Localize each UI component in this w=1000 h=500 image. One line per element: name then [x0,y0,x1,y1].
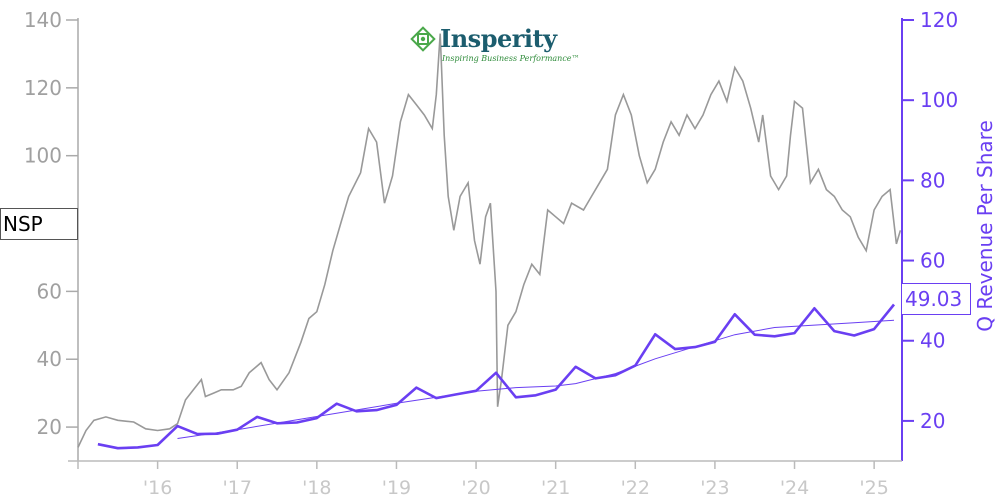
insperity-logo-mark-icon [410,26,436,52]
right-axis-title: Q Revenue Per Share [973,120,997,332]
x-tick-label: '20 [461,477,490,499]
last-revenue-label: 49.03 [901,283,971,315]
left-tick-label: 140 [24,8,62,32]
left-tick-label: 100 [24,144,62,168]
right-tick-label: 60 [920,249,945,273]
x-tick-label: '24 [780,477,809,499]
left-tick-label: 40 [37,347,62,371]
x-tick-label: '17 [223,477,252,499]
right-tick-label: 120 [920,8,958,32]
x-tick-label: '19 [382,477,411,499]
tick-labels: 2040608010012014020406080100120'16'17'18… [24,8,958,499]
x-tick-label: '23 [700,477,729,499]
left-tick-label: 120 [24,76,62,100]
x-tick-label: '21 [541,477,570,499]
revenue-trend-line [177,319,895,439]
logo-tagline: Inspiring Business Performance™ [442,54,580,63]
axes [68,18,903,462]
price-series-line [77,33,902,448]
logo-wordmark: Insperity [440,24,557,53]
right-tick-label: 80 [920,168,945,192]
ticker-label: NSP [0,208,78,240]
x-tick-label: '16 [143,477,172,499]
x-tick-label: '22 [621,477,650,499]
right-tick-label: 100 [920,88,958,112]
left-tick-label: 60 [37,279,62,303]
x-tick-label: '25 [859,477,888,499]
left-tick-label: 20 [37,415,62,439]
right-tick-label: 20 [920,409,945,433]
insperity-logo: Insperity Inspiring Business Performance… [410,24,580,68]
x-tick-label: '18 [302,477,331,499]
plot-area [77,33,902,450]
right-tick-label: 40 [920,329,945,353]
